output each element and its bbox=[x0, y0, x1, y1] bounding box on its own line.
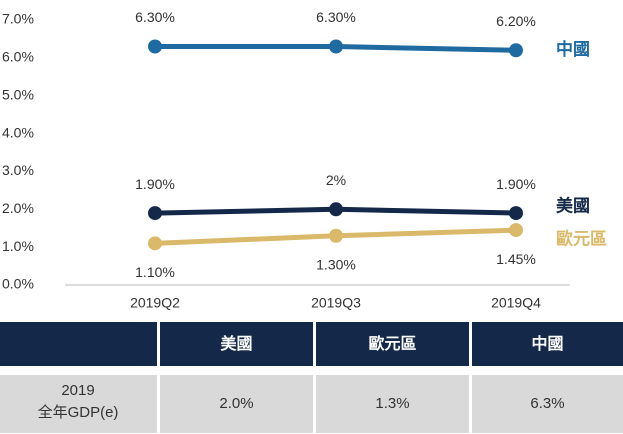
data-label: 6.20% bbox=[496, 13, 536, 29]
point bbox=[148, 236, 162, 251]
point bbox=[148, 39, 162, 54]
row-label: 全年GDP(e) bbox=[38, 403, 119, 421]
y-tick-label: 7.0% bbox=[2, 11, 34, 27]
point bbox=[329, 202, 343, 217]
series-label: 歐元區 bbox=[556, 229, 607, 249]
x-tick-label: 2019Q4 bbox=[491, 295, 541, 311]
point bbox=[329, 228, 343, 243]
y-tick-label: 1.0% bbox=[2, 238, 34, 254]
data-label: 6.30% bbox=[135, 9, 175, 25]
point bbox=[509, 206, 523, 221]
header-text: 美國 bbox=[220, 334, 252, 353]
point bbox=[148, 206, 162, 221]
header-cell bbox=[316, 322, 469, 366]
series-label: 美國 bbox=[556, 196, 590, 216]
cell-value: 2.0% bbox=[219, 395, 253, 412]
x-tick-label: 2019Q2 bbox=[130, 295, 180, 311]
data-label: 6.30% bbox=[316, 9, 356, 25]
cell-value: 1.3% bbox=[375, 395, 409, 412]
y-tick-label: 6.0% bbox=[2, 49, 34, 65]
y-tick-label: 3.0% bbox=[2, 162, 34, 178]
header-text: 歐元區 bbox=[368, 334, 416, 353]
point bbox=[509, 223, 523, 238]
row-cell bbox=[472, 375, 623, 433]
header-text: 中國 bbox=[531, 334, 563, 353]
row-cell bbox=[160, 375, 313, 433]
y-tick-label: 5.0% bbox=[2, 86, 34, 102]
header-cell bbox=[0, 322, 157, 366]
row-cell bbox=[0, 375, 157, 433]
point bbox=[329, 39, 343, 54]
cell-value: 6.3% bbox=[530, 395, 564, 412]
row-cell bbox=[316, 375, 469, 433]
x-tick-label: 2019Q3 bbox=[311, 295, 361, 311]
data-label: 1.30% bbox=[316, 256, 356, 272]
data-label: 2% bbox=[326, 172, 346, 188]
row-label: 2019 bbox=[61, 382, 94, 399]
header-cell bbox=[160, 322, 313, 366]
data-label: 1.90% bbox=[496, 176, 536, 192]
y-tick-label: 4.0% bbox=[2, 124, 34, 140]
data-label: 1.10% bbox=[135, 264, 175, 280]
y-tick-label: 0.0% bbox=[2, 276, 34, 292]
data-label: 1.45% bbox=[496, 251, 536, 267]
point bbox=[509, 43, 523, 58]
series-label: 中國 bbox=[556, 39, 590, 59]
data-label: 1.90% bbox=[135, 176, 175, 192]
y-tick-label: 2.0% bbox=[2, 200, 34, 216]
header-cell bbox=[472, 322, 623, 366]
